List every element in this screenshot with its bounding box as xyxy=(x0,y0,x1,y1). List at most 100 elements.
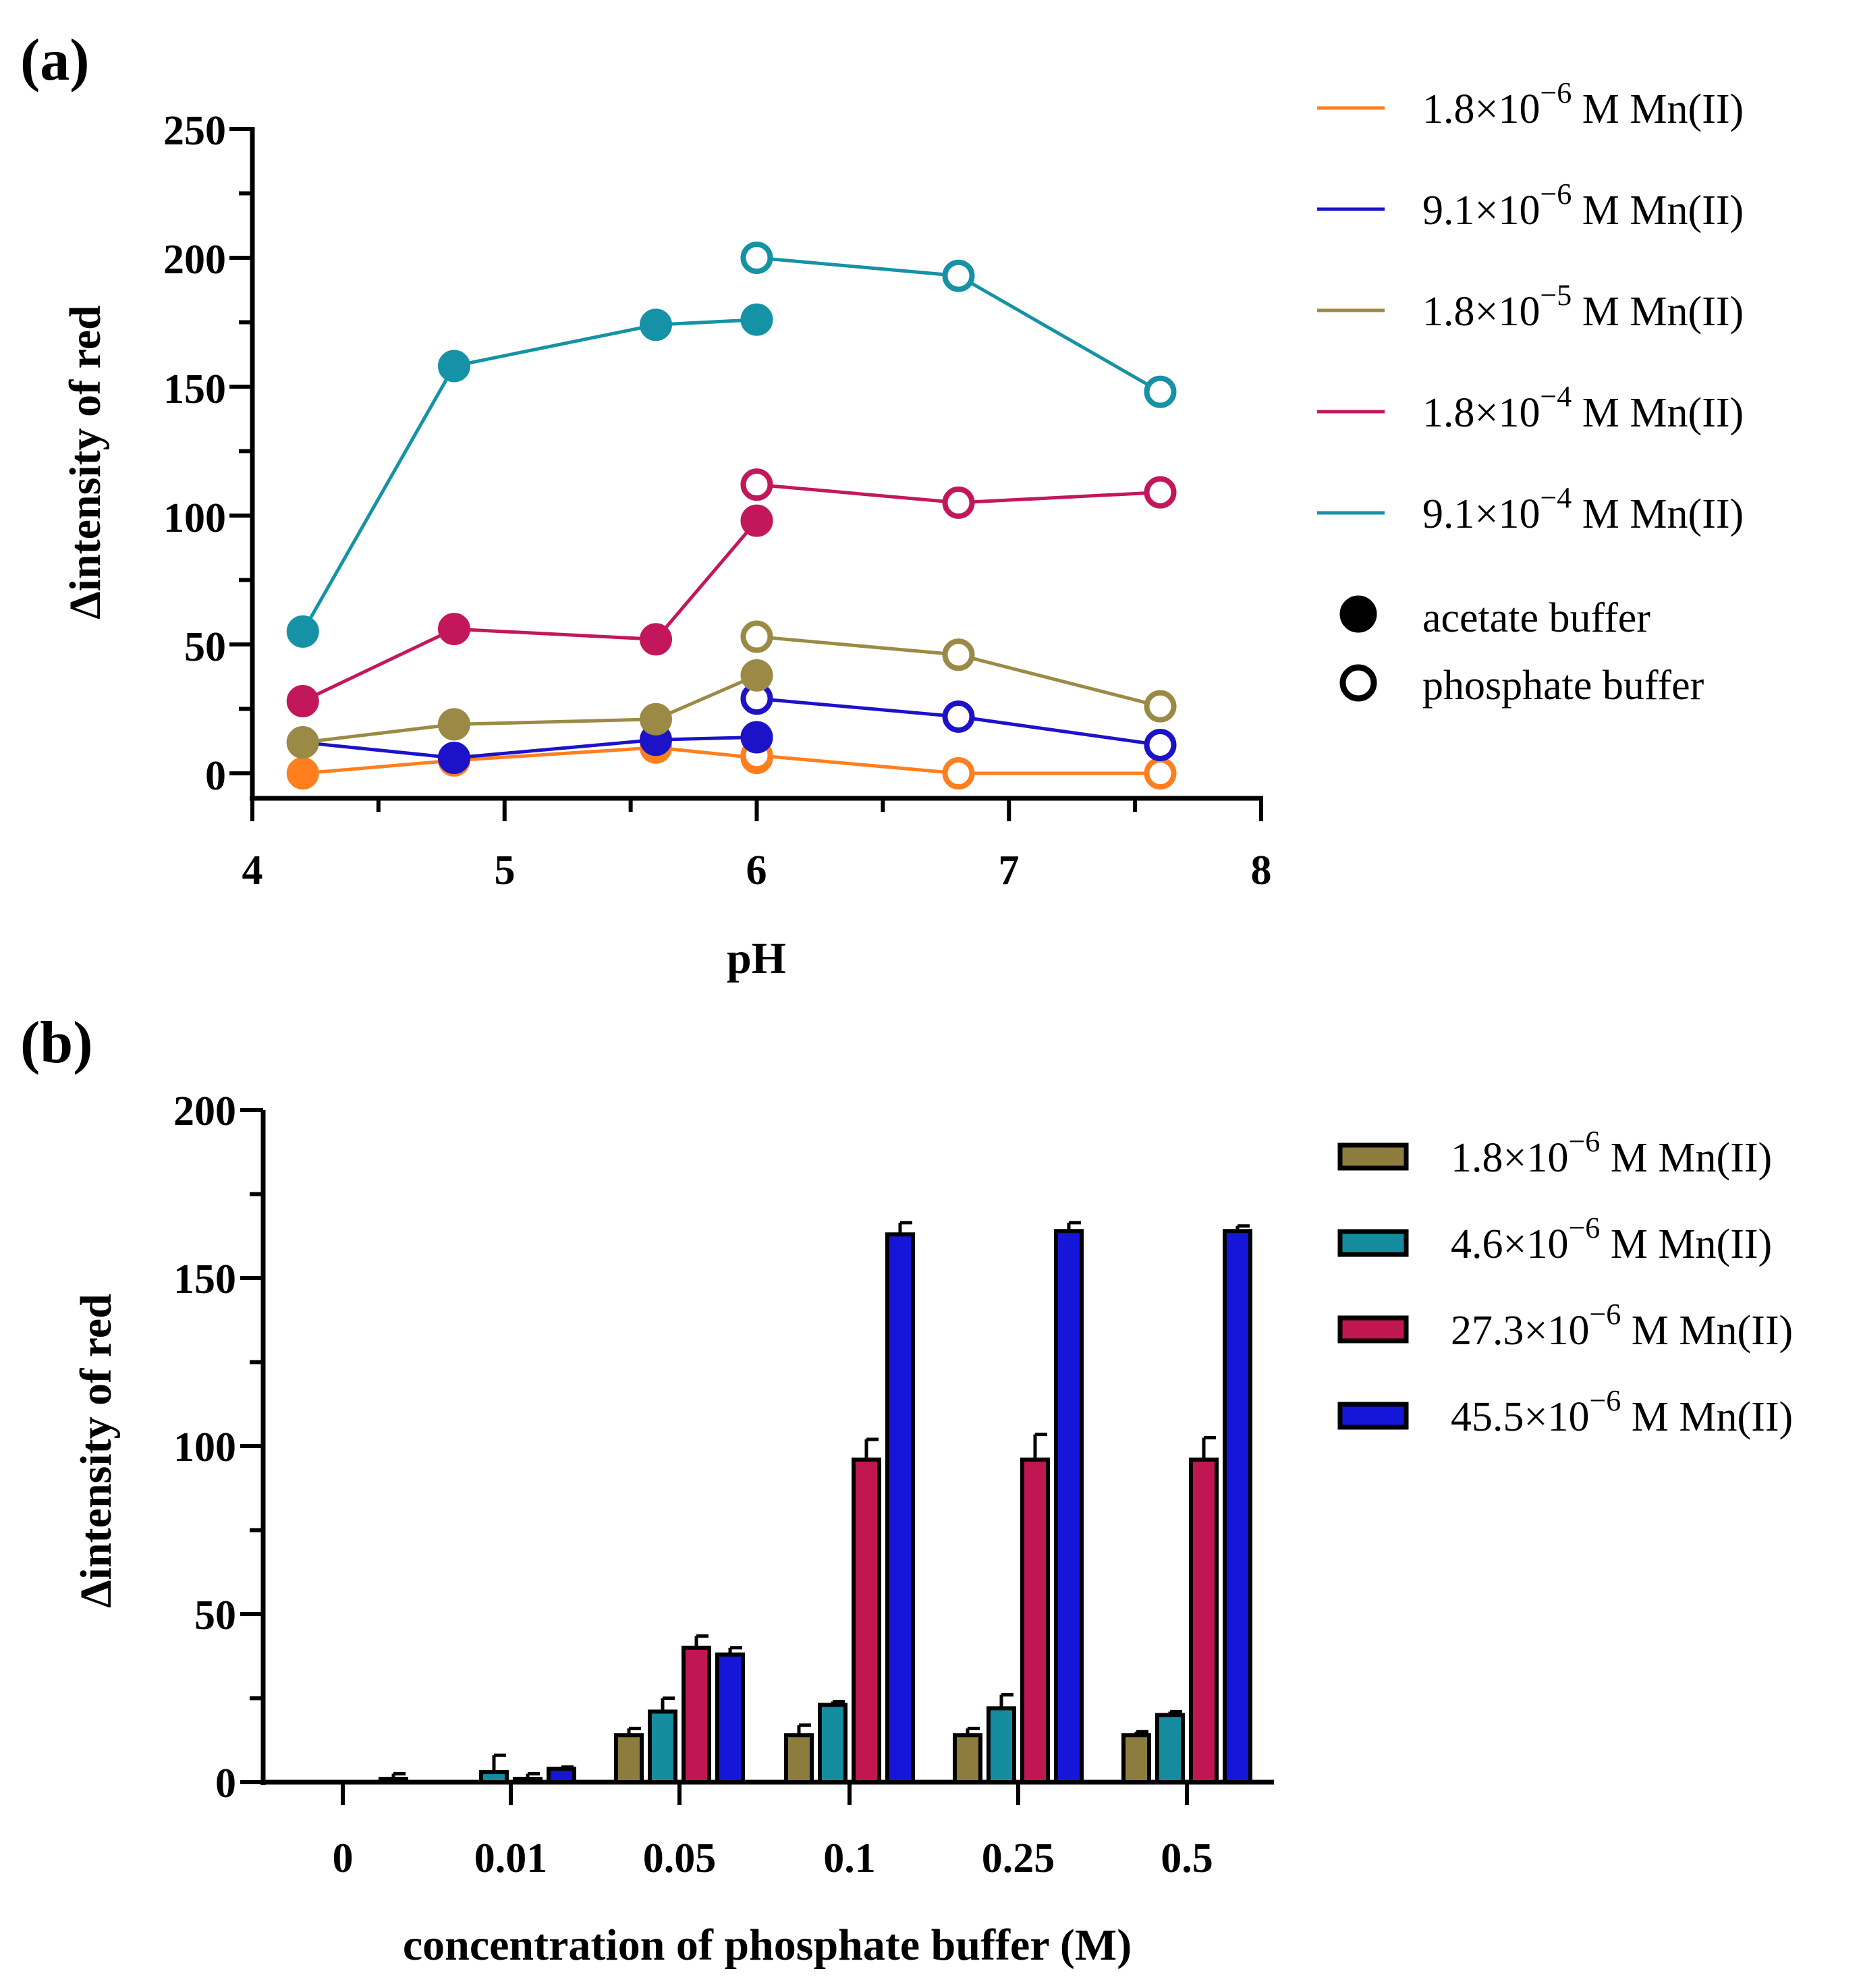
panel-b-x-tick-labels: 0 0.01 0.05 0.1 0.25 0.5 xyxy=(333,1835,1213,1881)
marker-phosphate xyxy=(740,620,773,653)
panel-a-y-axis-title: Δintensity of red xyxy=(61,305,110,619)
legend-bar-swatch xyxy=(1337,1229,1409,1257)
marker-acetate xyxy=(640,623,672,656)
marker-acetate xyxy=(286,615,319,648)
line-acetate xyxy=(302,673,758,744)
line-acetate xyxy=(302,736,757,760)
panel-b: (b) 0 50 100 150 200 0 0.01 0.05 0.1 0.2… xyxy=(20,1010,1793,1970)
panel-a-y-tick-label: 50 xyxy=(184,624,226,670)
panel-b-x-tick-label: 0 xyxy=(333,1835,354,1881)
legend-marker-label-phosphate: phosphate buffer xyxy=(1422,663,1704,709)
bar xyxy=(513,1777,543,1785)
bar xyxy=(1223,1229,1252,1784)
bar xyxy=(1020,1457,1050,1784)
panel-a-y-tick-label: 150 xyxy=(163,366,226,412)
series-b-2 xyxy=(513,1433,1219,1785)
line-acetate xyxy=(301,318,757,633)
marker-phosphate xyxy=(942,700,975,733)
marker-phosphate xyxy=(942,757,975,790)
panel-a-x-axis-title: pH xyxy=(727,934,786,983)
bar xyxy=(479,1770,509,1785)
bar xyxy=(614,1733,644,1785)
marker-phosphate xyxy=(942,259,975,292)
series-a-3 xyxy=(286,468,1177,718)
legend-entry-label: 1.8×10−6 M Mn(II) xyxy=(1422,76,1744,132)
bar xyxy=(818,1703,848,1784)
legend-entry-label: 45.5×10−6 M Mn(II) xyxy=(1451,1384,1793,1440)
series-b-0 xyxy=(614,1723,1151,1785)
series-b-1 xyxy=(479,1693,1185,1785)
bar xyxy=(1155,1713,1185,1784)
line-acetate xyxy=(302,746,757,775)
bar xyxy=(1054,1229,1084,1784)
marker-acetate xyxy=(740,303,773,336)
panel-a-plot-area xyxy=(286,242,1177,790)
panel-a-x-tick-label: 8 xyxy=(1251,848,1272,893)
panel-b-legend: 1.8×10−6 M Mn(II) 4.6×10−6 M Mn(II) 27.3… xyxy=(1337,1125,1793,1440)
bar xyxy=(648,1709,677,1784)
marker-phosphate xyxy=(1144,728,1177,761)
marker-phosphate xyxy=(740,242,773,274)
panel-b-x-tick-label: 0.25 xyxy=(982,1835,1055,1881)
panel-b-y-tick-label: 50 xyxy=(194,1593,236,1638)
marker-acetate xyxy=(438,613,470,646)
bar xyxy=(987,1706,1016,1784)
marker-phosphate xyxy=(740,468,773,501)
filled-marker-swatch xyxy=(1339,595,1377,633)
bar xyxy=(885,1232,915,1784)
series-a-4 xyxy=(286,242,1177,648)
marker-acetate xyxy=(740,504,773,537)
marker-phosphate xyxy=(1144,375,1177,408)
line-acetate xyxy=(302,519,758,703)
panel-b-y-tick-label: 0 xyxy=(215,1761,236,1806)
panel-b-y-tick-label: 100 xyxy=(173,1425,236,1470)
marker-phosphate xyxy=(1144,690,1177,723)
legend-entry-label: 1.8×10−6 M Mn(II) xyxy=(1451,1125,1772,1181)
panel-b-y-tick-labels: 0 50 100 150 200 xyxy=(173,1088,236,1806)
panel-b-x-axis-title: concentration of phosphate buffer (M) xyxy=(403,1921,1132,1970)
legend-entry-label: 1.8×10−5 M Mn(II) xyxy=(1422,279,1744,335)
bar xyxy=(852,1457,881,1784)
marker-acetate xyxy=(286,757,319,790)
panel-b-x-tick-label: 0.01 xyxy=(474,1835,548,1881)
panel-b-plot-area xyxy=(379,1221,1252,1785)
panel-a-y-tick-labels: 0 50 100 150 200 250 xyxy=(163,108,226,799)
marker-acetate xyxy=(740,659,773,692)
marker-acetate xyxy=(438,350,470,383)
bar xyxy=(682,1645,711,1785)
series-b-3 xyxy=(379,1221,1252,1785)
panel-a-x-tick-label: 4 xyxy=(242,848,263,893)
panel-a-y-tick-label: 250 xyxy=(163,108,226,154)
panel-b-y-axis-title: Δintensity of red xyxy=(72,1294,121,1607)
bar xyxy=(715,1652,745,1785)
marker-acetate xyxy=(438,742,470,775)
panel-a-ticks xyxy=(229,127,1263,821)
legend-entry-label: 4.6×10−6 M Mn(II) xyxy=(1451,1211,1772,1267)
legend-bar-swatch xyxy=(1337,1315,1409,1344)
bar xyxy=(1189,1457,1219,1784)
marker-phosphate xyxy=(942,486,975,519)
panel-b-label: (b) xyxy=(20,1010,93,1076)
legend-marker-label-acetate: acetate buffer xyxy=(1422,595,1650,641)
panel-a-y-tick-label: 100 xyxy=(163,495,226,541)
panel-a-legend: 1.8×10−6 M Mn(II) 9.1×10−6 M Mn(II) 1.8×… xyxy=(1317,76,1744,709)
panel-a-y-tick-label: 0 xyxy=(205,753,226,799)
legend-entry-label: 9.1×10−6 M Mn(II) xyxy=(1422,177,1744,233)
bar xyxy=(379,1777,408,1785)
panel-a-y-tick-label: 200 xyxy=(163,237,226,283)
panel-b-ticks xyxy=(240,1108,1189,1805)
marker-phosphate xyxy=(1144,476,1177,509)
open-marker-swatch xyxy=(1339,664,1377,702)
panel-a: (a) 0 50 100 150 200 250 4 5 6 7 8 pH Δi… xyxy=(20,28,1744,983)
legend-bar-swatch xyxy=(1337,1142,1409,1171)
panel-b-x-tick-label: 0.1 xyxy=(823,1835,876,1881)
series-a-0 xyxy=(286,731,1177,790)
bar xyxy=(1121,1733,1151,1785)
panel-b-y-tick-label: 200 xyxy=(173,1088,236,1134)
marker-acetate xyxy=(640,702,672,736)
marker-acetate xyxy=(286,685,319,718)
legend-bar-swatch xyxy=(1337,1402,1409,1430)
marker-acetate xyxy=(438,708,470,741)
panel-b-x-tick-label: 0.05 xyxy=(643,1835,717,1881)
